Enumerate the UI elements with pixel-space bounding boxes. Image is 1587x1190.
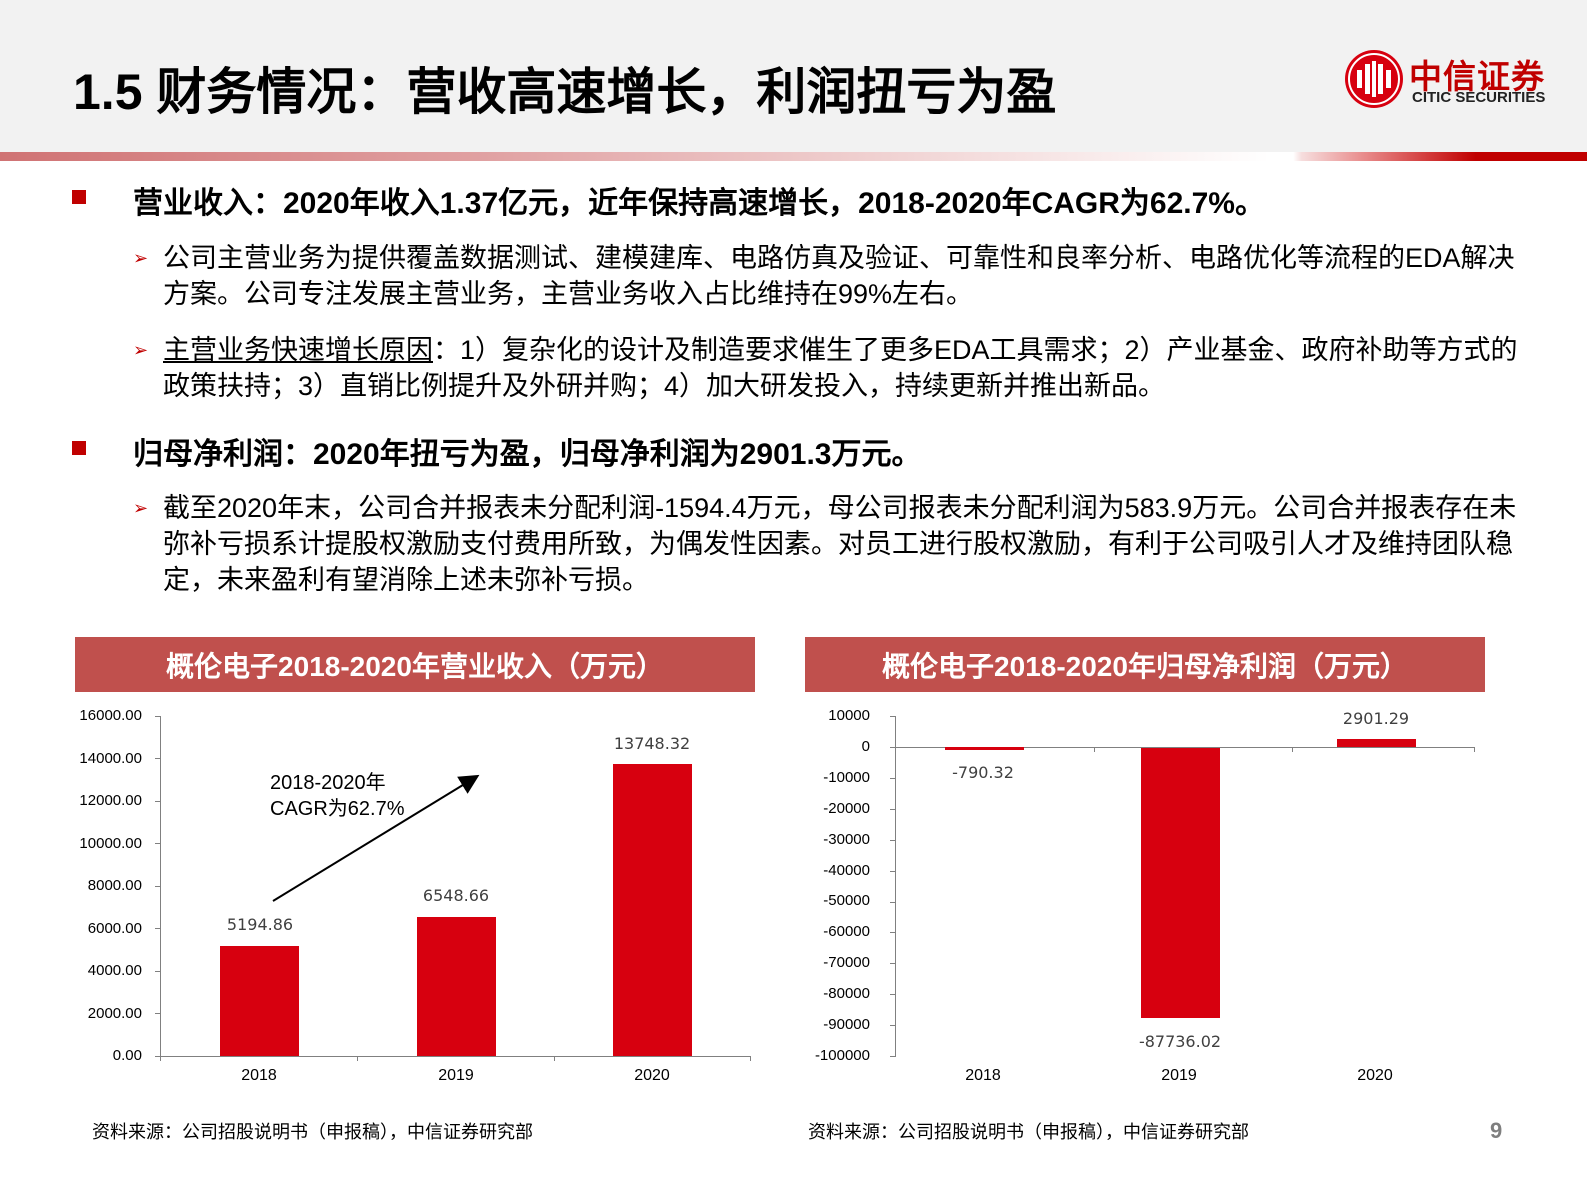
x-axis xyxy=(895,747,1475,748)
x-axis xyxy=(160,1056,750,1057)
y-axis xyxy=(895,716,896,1057)
bar-2019 xyxy=(417,917,496,1056)
header-divider-stripe xyxy=(0,152,1587,161)
cagr-annotation: 2018-2020年 CAGR为62.7% xyxy=(270,772,405,820)
bar-2020 xyxy=(1337,739,1416,747)
square-bullet-icon xyxy=(72,190,86,204)
slide-title: 1.5 财务情况：营收高速增长，利润扭亏为盈 xyxy=(73,64,1057,120)
arrow-bullet-icon: ➢ xyxy=(133,340,149,360)
growth-arrow-icon xyxy=(272,774,480,902)
bar-2020 xyxy=(613,764,692,1056)
arrow-bullet-icon: ➢ xyxy=(133,498,149,518)
citic-emblem-icon xyxy=(1345,50,1403,108)
logo-english-name: CITIC SECURITIES xyxy=(1412,89,1546,106)
source-note-right: 资料来源：公司招股说明书（申报稿），中信证券研究部 xyxy=(808,1122,1249,1142)
bar-2018 xyxy=(945,747,1024,750)
logo-chinese-name: 中信证券 xyxy=(1409,57,1545,96)
profit-chart-title: 概伦电子2018-2020年归母净利润（万元） xyxy=(805,637,1485,692)
slide-header: 1.5 财务情况：营收高速增长，利润扭亏为盈 中信证券 CITIC SECURI… xyxy=(0,0,1587,152)
bar-2019 xyxy=(1141,748,1220,1018)
source-note-left: 资料来源：公司招股说明书（申报稿），中信证券研究部 xyxy=(92,1122,533,1142)
growth-reasons-label: 主营业务快速增长原因 xyxy=(163,335,433,365)
citic-logo: 中信证券 CITIC SECURITIES xyxy=(1345,46,1560,110)
arrow-bullet-icon: ➢ xyxy=(133,248,149,268)
bar-2018 xyxy=(220,946,299,1056)
square-bullet-icon xyxy=(72,441,86,455)
page-number: 9 xyxy=(1490,1118,1503,1143)
revenue-chart-title: 概伦电子2018-2020年营业收入（万元） xyxy=(75,637,755,692)
y-axis xyxy=(160,716,161,1061)
